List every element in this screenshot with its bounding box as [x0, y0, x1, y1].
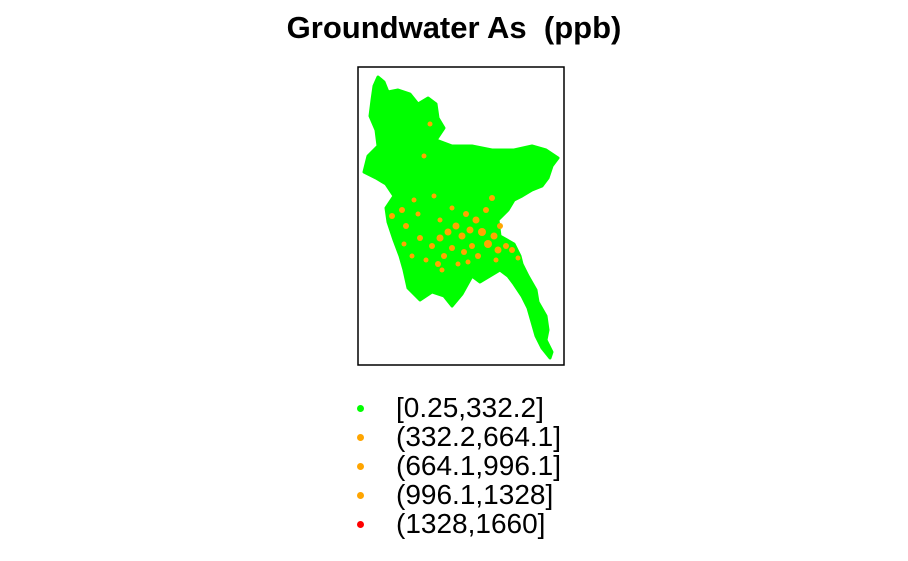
map-point — [439, 267, 445, 273]
map-point — [429, 243, 435, 249]
map-point — [509, 247, 515, 253]
legend-label: (996.1,1328] — [396, 479, 554, 510]
map-point — [409, 253, 415, 259]
map-point — [435, 261, 441, 267]
map-point — [465, 259, 471, 265]
map-point — [490, 232, 498, 240]
map-point — [423, 257, 429, 263]
legend-label: (332.2,664.1] — [396, 421, 562, 452]
map-point — [452, 222, 460, 230]
legend-dot — [357, 405, 364, 412]
map-point — [403, 223, 409, 229]
map-point — [483, 207, 489, 213]
legend-item: (1328,1660] — [350, 508, 610, 539]
legend-item: (664.1,996.1] — [350, 450, 610, 481]
map-point — [458, 232, 466, 240]
legend-dot — [357, 434, 364, 441]
map-point — [463, 211, 469, 217]
map-point — [431, 193, 437, 199]
map-point — [493, 257, 499, 263]
map-land-shape — [362, 75, 560, 360]
legend-item: (996.1,1328] — [350, 479, 610, 510]
map-point — [461, 249, 467, 255]
country-outline — [362, 75, 560, 360]
legend: [0.25,332.2] (332.2,664.1] (664.1,996.1]… — [350, 392, 610, 539]
legend-label: (664.1,996.1] — [396, 450, 562, 481]
map-point — [472, 216, 480, 224]
map-point — [469, 243, 475, 249]
map-point — [421, 153, 427, 159]
legend-label: (1328,1660] — [396, 508, 546, 539]
map-point — [417, 235, 423, 241]
map-point — [444, 228, 452, 236]
map-point — [449, 245, 455, 251]
map-point — [503, 243, 509, 249]
map-point — [497, 223, 503, 229]
map-point — [401, 241, 407, 247]
map-point — [475, 253, 481, 259]
high-arsenic-points — [389, 121, 521, 273]
map-point — [515, 255, 521, 261]
map-point — [436, 234, 444, 242]
map-point — [455, 261, 461, 267]
map-point — [449, 205, 455, 211]
map-title: Groundwater As (ppb) — [286, 10, 622, 45]
map-point — [489, 195, 495, 201]
legend-label: [0.25,332.2] — [396, 392, 544, 423]
map-point — [441, 253, 447, 259]
legend-item: [0.25,332.2] — [350, 392, 610, 423]
map-frame — [357, 66, 565, 366]
map-point — [437, 217, 443, 223]
map-point — [466, 226, 474, 234]
legend-item: (332.2,664.1] — [350, 421, 610, 452]
map-point — [415, 211, 421, 217]
map-point — [427, 121, 433, 127]
map-point — [484, 240, 492, 248]
map-point — [494, 246, 502, 254]
legend-dot — [357, 463, 364, 470]
map-point — [478, 228, 486, 236]
legend-dot — [357, 492, 364, 499]
legend-dot — [357, 521, 364, 528]
map-point — [399, 207, 405, 213]
map-point — [411, 197, 417, 203]
map-point — [389, 213, 395, 219]
